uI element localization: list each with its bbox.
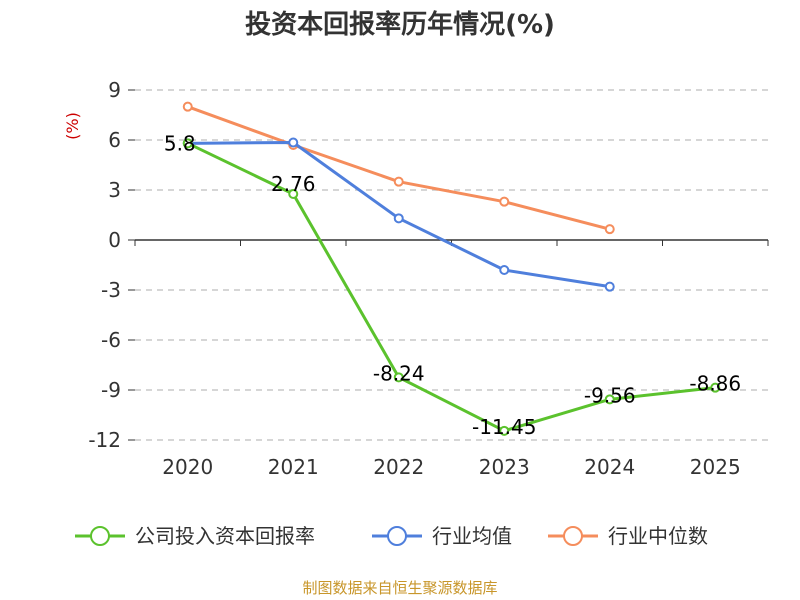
data-point	[393, 372, 404, 383]
axis-layer: 9 6 3 0 -3 -6 -9 -12 2020 2021 2022 2023 2024 2025	[88, 78, 769, 479]
x-tick-label: 2022	[373, 455, 424, 479]
data-point	[499, 196, 510, 207]
legend-label: 行业均值	[432, 524, 512, 548]
data-label: -9.56	[584, 383, 636, 407]
data-point	[182, 101, 193, 112]
x-tick-label: 2021	[268, 455, 319, 479]
y-tick-label: 9	[108, 78, 121, 102]
series-layer	[182, 101, 721, 436]
chart-title: 投资本回报率历年情况(%)	[245, 9, 555, 40]
data-point	[710, 382, 721, 393]
x-tick-label: 2020	[162, 455, 213, 479]
y-tick-label: -12	[88, 428, 121, 452]
y-tick-label: 6	[108, 128, 121, 152]
data-point	[288, 189, 299, 199]
data-label: -8.24	[373, 361, 425, 385]
data-label: 5.8	[164, 131, 196, 155]
x-tick-label: 2025	[690, 455, 741, 479]
y-tick-label: 0	[108, 228, 121, 252]
data-point	[604, 394, 615, 405]
legend-marker	[387, 526, 407, 546]
data-point	[182, 138, 193, 149]
data-point	[604, 224, 615, 235]
data-point	[393, 213, 404, 224]
legend-label: 公司投入资本回报率	[135, 524, 315, 548]
legend-label: 行业中位数	[608, 524, 708, 548]
data-point	[288, 137, 299, 148]
y-tick-label: -6	[101, 328, 121, 352]
series-line	[187, 141, 716, 433]
y-tick-label: -9	[101, 378, 121, 402]
data-point	[604, 281, 615, 292]
data-point	[499, 425, 510, 436]
y-axis-unit-label: (%)	[63, 112, 82, 140]
data-label: -11.45	[472, 415, 536, 439]
legend: 公司投入资本回报率 行业均值 行业中位数	[75, 524, 708, 548]
data-label: -8.86	[689, 372, 741, 396]
source-note: 制图数据来自恒生聚源数据库	[302, 579, 497, 597]
legend-marker	[90, 526, 110, 546]
data-point	[393, 176, 404, 187]
data-label-layer: 5.8 2.76 -8.24 -11.45 -9.56 -8.86	[164, 131, 741, 439]
x-tick-label: 2023	[479, 455, 530, 479]
y-tick-label: 3	[108, 178, 121, 202]
series-line	[187, 105, 611, 231]
legend-marker	[563, 526, 583, 546]
x-tick-label: 2024	[584, 455, 635, 479]
data-label: 2.76	[271, 172, 316, 196]
data-point	[499, 265, 510, 275]
y-tick-label: -3	[101, 278, 121, 302]
